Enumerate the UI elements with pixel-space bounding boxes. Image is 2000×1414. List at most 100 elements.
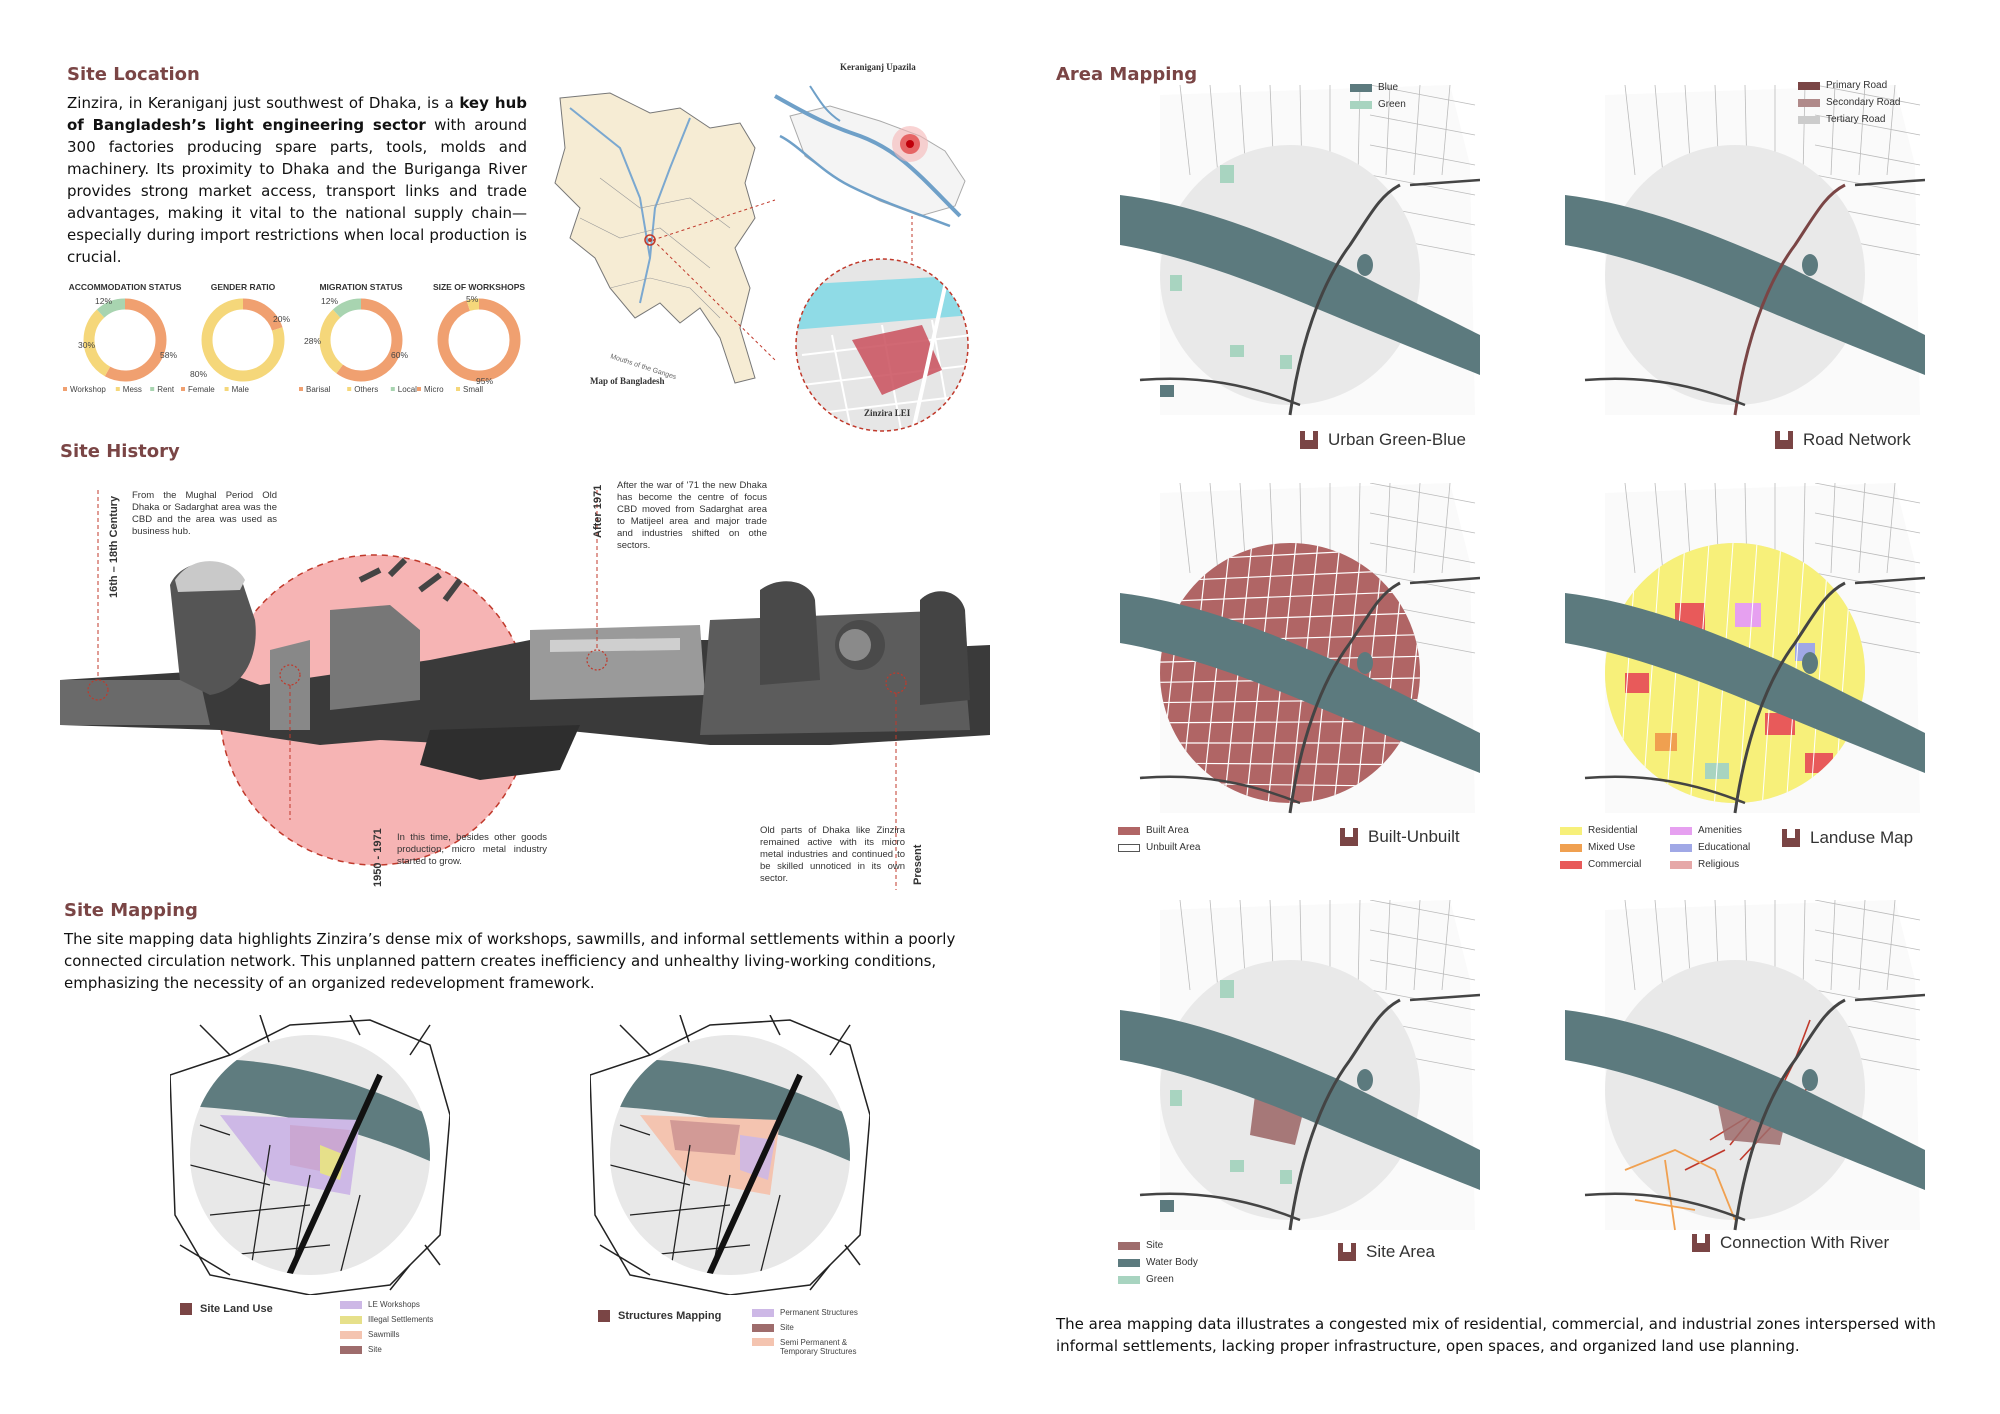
donut-legend-swatch: [115, 387, 120, 391]
legend-item: Green: [1118, 1274, 1198, 1285]
title-marker-icon: [1300, 431, 1318, 449]
donut-legend-swatch: [181, 387, 185, 391]
legend-item: Primary Road: [1798, 80, 1901, 91]
legend-swatch: [1560, 826, 1582, 835]
legend-swatch: [1670, 843, 1692, 852]
legend-item: Amenities: [1670, 825, 1750, 836]
map-legend: Blue Green: [1350, 82, 1406, 116]
donut-title: SIZE OF WORKSHOPS: [432, 282, 526, 292]
title-marker-icon: [180, 1303, 192, 1315]
legend-swatch: [1670, 826, 1692, 835]
lei-caption: Zinzira LEI: [864, 408, 911, 418]
donut-legend-label: Others: [354, 385, 378, 394]
history-period-label: 16th – 18th Century: [108, 495, 120, 598]
donut-value-label: 80%: [190, 369, 207, 379]
survey-donut-charts: ACCOMMODATION STATUS GENDER RATIO MIGRAT…: [60, 282, 530, 394]
site-land-use-title-block: Site Land Use: [180, 1303, 273, 1315]
bangladesh-map-caption: Map of Bangladesh: [590, 376, 665, 386]
area-map: [1120, 483, 1480, 814]
donut-segment: [83, 298, 167, 382]
donut-legend-label: Male: [232, 385, 250, 394]
donut-title: ACCOMMODATION STATUS: [68, 282, 182, 292]
donut-legend-label: Female: [188, 385, 215, 394]
donut-legend-swatch: [417, 387, 421, 391]
map-title: Site Area: [1338, 1242, 1435, 1262]
site-location-heading: Site Location: [67, 64, 200, 85]
map-legend: Built Area Unbuilt Area: [1118, 825, 1200, 859]
donut-legend-swatch: [224, 387, 229, 391]
area-map: [1565, 483, 1925, 814]
legend-swatch: [752, 1308, 774, 1317]
legend-item: Built Area: [1118, 825, 1200, 836]
donut-value-label: 12%: [321, 296, 338, 306]
donut-legend-label: Workshop: [70, 385, 106, 394]
donut-segment: [319, 298, 403, 382]
history-period-label: Present: [912, 844, 924, 885]
donut-legend-swatch: [456, 387, 460, 391]
legend-swatch: [1798, 115, 1820, 124]
donut-segment: [319, 298, 403, 382]
donut-value-label: 58%: [160, 350, 177, 360]
legend-item: Site: [752, 1323, 892, 1332]
donut-legend-swatch: [299, 387, 303, 391]
donut-legend-label: Mess: [123, 385, 142, 394]
legend-item: Green: [1350, 99, 1406, 110]
legend-item: Religious: [1670, 859, 1750, 870]
legend-item: Commercial: [1560, 859, 1641, 870]
site-mapping-paragraph: The site mapping data highlights Zinzira…: [64, 930, 956, 992]
donut-value-label: 12%: [95, 296, 112, 306]
donut-legend-swatch: [390, 387, 395, 391]
legend-item: Secondary Road: [1798, 97, 1901, 108]
legend-swatch: [340, 1315, 362, 1324]
donut-segment: [83, 298, 167, 382]
donut-legend-swatch: [347, 387, 352, 391]
structures-legend: Permanent Structures Site Semi Permanent…: [752, 1308, 892, 1362]
area-mapping-heading: Area Mapping: [1056, 64, 1198, 85]
map-title: Urban Green-Blue: [1300, 430, 1466, 450]
legend-item: Unbuilt Area: [1118, 842, 1200, 853]
donut-value-label: 20%: [273, 314, 290, 324]
site-land-use-map: [169, 1014, 451, 1296]
map-legend: Site Water Body Green: [1118, 1240, 1198, 1291]
map-legend: Residential Mixed Use Commercial: [1560, 825, 1641, 876]
keraniganj-upazila-map: Keraniganj Upazila: [770, 62, 980, 252]
legend-swatch: [340, 1345, 362, 1354]
area-map: [1120, 900, 1480, 1231]
donut-value-label: 30%: [78, 340, 95, 350]
structures-mapping-title: Structures Mapping: [618, 1310, 722, 1322]
donut-value-label: 5%: [466, 294, 479, 304]
donut-title: MIGRATION STATUS: [319, 282, 403, 292]
title-marker-icon: [1338, 1243, 1356, 1261]
donut-segment: [437, 298, 521, 382]
map-legend: Amenities Educational Religious: [1670, 825, 1750, 876]
map-title: Connection With River: [1692, 1233, 1889, 1253]
donut-title: GENDER RATIO: [210, 282, 276, 292]
site-land-use-title: Site Land Use: [200, 1303, 273, 1315]
donut-legend-label: Micro: [424, 385, 444, 394]
legend-item: Site: [340, 1345, 433, 1354]
legend-item: Water Body: [1118, 1257, 1198, 1268]
connector-lines: [652, 180, 913, 361]
history-event-text: Old parts of Dhaka like Zinzira remained…: [760, 825, 905, 884]
legend-swatch: [1798, 81, 1820, 90]
structures-mapping-map: [589, 1014, 871, 1296]
structures-title-block: Structures Mapping: [598, 1310, 721, 1322]
legend-swatch: [1350, 83, 1372, 92]
donut-legend-label: Rent: [157, 385, 175, 394]
donut-legend-swatch: [63, 387, 67, 391]
legend-swatch: [1350, 100, 1372, 109]
donut-legend-label: Small: [463, 385, 483, 394]
legend-swatch: [1118, 1258, 1140, 1267]
legend-swatch: [1118, 826, 1140, 835]
legend-swatch: [752, 1338, 774, 1346]
legend-item: Residential: [1560, 825, 1641, 836]
site-history-heading: Site History: [60, 441, 180, 462]
map-title: Built-Unbuilt: [1340, 827, 1460, 847]
title-marker-icon: [1782, 829, 1800, 847]
donut-svg: 12% 30% 58% Workshop Mess Rent 20% 80% Female Mal…: [63, 294, 521, 394]
history-event-text: From the Mughal Period Old Dhaka or Sada…: [132, 490, 277, 537]
legend-item: Illegal Settlements: [340, 1315, 433, 1324]
legend-item: Semi Permanent & Temporary Structures: [752, 1338, 892, 1356]
area-map: [1565, 900, 1925, 1231]
legend-item: Permanent Structures: [752, 1308, 892, 1317]
